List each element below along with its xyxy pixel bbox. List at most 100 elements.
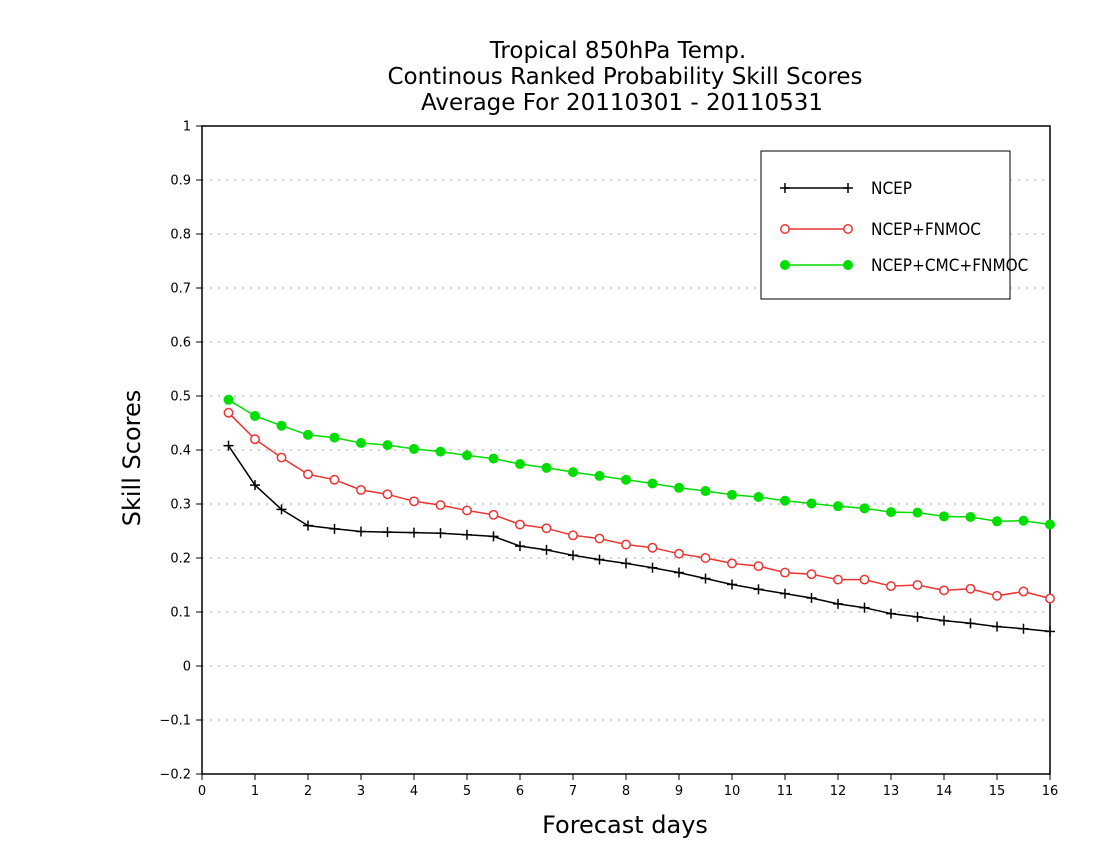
data-point — [886, 581, 896, 592]
data-point — [329, 523, 340, 534]
data-point — [382, 440, 393, 451]
x-tick-label: 11 — [777, 784, 794, 799]
data-point — [700, 486, 711, 497]
data-point — [568, 550, 578, 561]
data-point — [409, 527, 419, 538]
y-tick-label: 0 — [183, 660, 191, 675]
data-point — [356, 437, 366, 448]
data-point — [356, 485, 366, 495]
legend-box — [760, 150, 1011, 300]
data-point — [541, 544, 552, 555]
x-tick-label: 1 — [251, 784, 259, 799]
x-tick-label: 8 — [622, 784, 630, 799]
data-point — [303, 469, 313, 480]
data-point — [276, 420, 287, 431]
data-point — [647, 542, 658, 553]
y-tick-label: 0.9 — [170, 174, 191, 189]
data-point — [965, 583, 976, 594]
data-point — [647, 562, 658, 573]
x-tick-label: 14 — [936, 784, 953, 799]
legend-marker-end — [843, 224, 853, 234]
legend: NCEP NCEP+FNMOC NCEP+CMC+FNMOC — [760, 150, 1028, 300]
data-point — [912, 507, 923, 518]
data-point — [250, 480, 260, 491]
y-tick-label: 0.4 — [170, 444, 191, 459]
data-point — [223, 407, 234, 418]
data-point — [303, 429, 313, 440]
data-point — [727, 489, 737, 500]
data-point — [515, 519, 525, 530]
axis-ticks: −0.2−0.100.10.20.30.40.50.60.70.80.910 1 2… — [159, 120, 1058, 800]
data-point — [939, 585, 949, 596]
x-tick-label: 16 — [1042, 784, 1059, 799]
data-point — [727, 558, 737, 569]
legend-label: NCEP+CMC+FNMOC — [871, 256, 1028, 276]
data-point — [912, 611, 923, 622]
data-point — [435, 446, 446, 457]
x-tick-label: 13 — [883, 784, 900, 799]
y-tick-label: 0.6 — [170, 336, 191, 351]
data-point — [753, 584, 764, 595]
y-axis-label: Skill Scores — [118, 390, 146, 527]
data-point — [488, 453, 499, 464]
data-point — [992, 621, 1002, 632]
data-point — [515, 541, 525, 552]
grid — [202, 179, 1050, 721]
x-tick-label: 10 — [724, 784, 741, 799]
data-point — [621, 558, 631, 569]
x-tick-label: 2 — [304, 784, 312, 799]
data-point — [939, 511, 949, 522]
data-point — [223, 394, 234, 405]
y-tick-label: 0.1 — [170, 606, 191, 621]
x-axis-label: Forecast days — [542, 811, 708, 839]
data-point — [833, 574, 843, 585]
data-point — [409, 443, 419, 454]
series-line — [228, 399, 1051, 526]
data-point — [806, 569, 817, 580]
data-point — [965, 511, 976, 522]
legend-marker-end — [843, 183, 853, 193]
data-point — [250, 410, 260, 421]
data-point — [409, 496, 419, 507]
data-point — [700, 553, 711, 563]
x-tick-label: 12 — [830, 784, 847, 799]
data-point — [780, 495, 790, 506]
data-point — [859, 503, 870, 514]
series-1 — [223, 440, 1055, 637]
series-line — [227, 445, 1051, 633]
legend-label: NCEP+FNMOC — [871, 220, 981, 240]
data-point — [806, 498, 817, 509]
y-tick-label: 0.3 — [170, 498, 191, 513]
data-point — [594, 554, 605, 565]
legend-marker-start — [780, 183, 790, 193]
legend-marker-start — [780, 224, 790, 234]
data-point — [488, 509, 499, 520]
data-point — [753, 561, 764, 572]
data-point — [1018, 623, 1029, 634]
y-tick-label: 0.2 — [170, 552, 191, 567]
data-point — [382, 489, 393, 500]
data-point — [435, 500, 446, 511]
data-point — [594, 533, 605, 544]
data-point — [541, 523, 552, 534]
y-tick-label: 1 — [183, 120, 191, 135]
data-point — [303, 520, 313, 531]
data-point — [1018, 586, 1029, 597]
series-3 — [223, 394, 1055, 530]
x-tick-label: 3 — [357, 784, 365, 799]
series-2 — [223, 407, 1055, 604]
legend-marker-start — [780, 260, 790, 270]
data-point — [1045, 626, 1055, 637]
data-point — [488, 531, 499, 542]
data-point — [859, 574, 870, 585]
data-point — [1018, 515, 1029, 526]
data-point — [992, 590, 1002, 601]
data-point — [780, 567, 790, 578]
data-point — [356, 526, 366, 537]
data-point — [674, 482, 684, 493]
data-point — [568, 530, 578, 541]
x-tick-label: 0 — [198, 784, 206, 799]
data-point — [912, 580, 923, 590]
data-point — [939, 615, 949, 626]
